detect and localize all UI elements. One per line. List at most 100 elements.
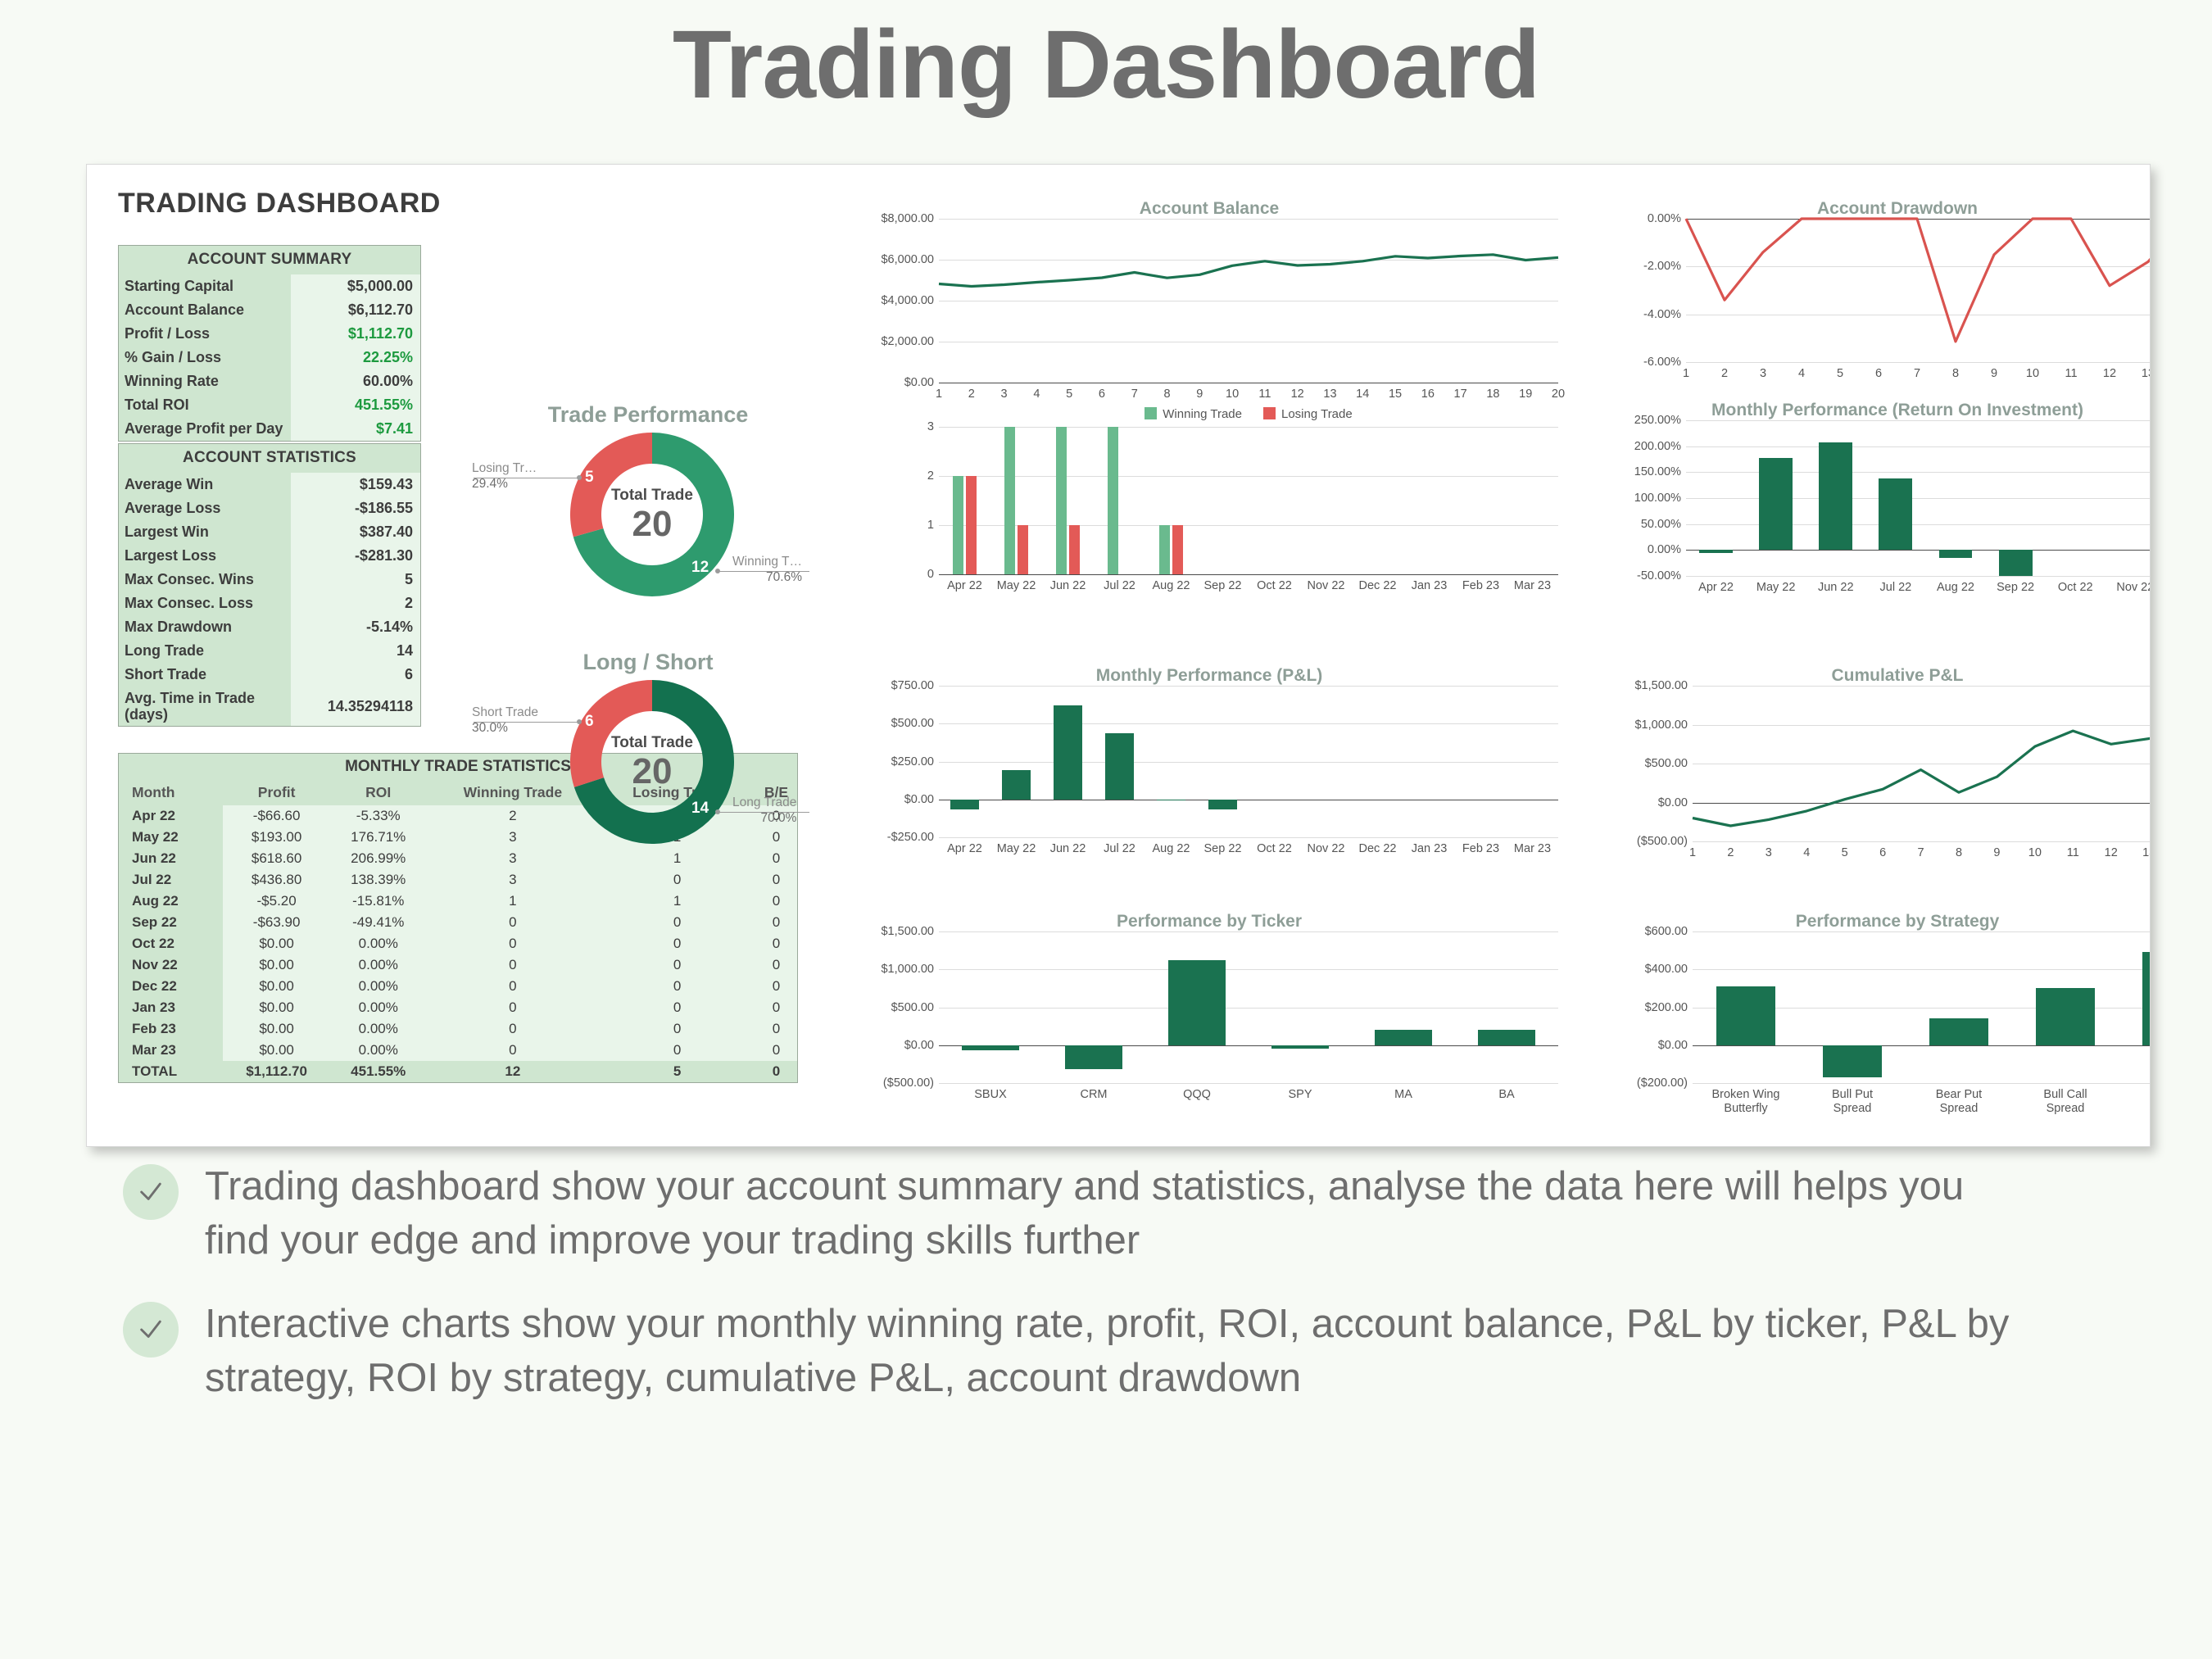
x-axis-tick: 2 [1727, 846, 1734, 859]
legend-item: Winning Trade [1145, 407, 1242, 421]
table-row: Oct 22 $0.00 0.00% 0 0 0 [119, 933, 797, 954]
y-axis-tick: $0.00 [904, 792, 934, 806]
table-cell: Dec 22 [119, 976, 224, 997]
x-axis-tick: 10 [1226, 388, 1240, 401]
x-axis-tick: 3 [1759, 367, 1767, 380]
table-cell: 0 [599, 933, 755, 954]
table-cell: 0 [599, 1040, 755, 1061]
gridline: ($200.00) [1637, 1077, 2150, 1090]
y-axis-tick: $1,500.00 [881, 925, 934, 938]
donut-slice-count: 14 [691, 800, 709, 817]
donut-slice-count: 12 [691, 559, 709, 576]
donut-center-label: Total Trade [611, 734, 693, 751]
table-row: Jan 23 $0.00 0.00% 0 0 0 [119, 997, 797, 1018]
chart-title: Performance by Strategy [1795, 912, 2000, 931]
x-axis-tick: 5 [1841, 846, 1848, 859]
y-axis-tick: 100.00% [1634, 492, 1681, 505]
y-axis-tick: 3 [927, 420, 934, 433]
x-axis-tick: 3 [1000, 388, 1008, 401]
account-statistics-value: 6 [290, 663, 420, 687]
donut-callout: Losing Tr… 29.4% [472, 461, 537, 492]
plot-area: $750.00 $500.00 $250.00 $0.00 -$250.00 Apr 22… [887, 679, 1558, 855]
gridline: -50.00% [1637, 569, 2150, 582]
table-row: Average Win $159.43 [119, 473, 420, 496]
win-loss-by-month-chart: 3 2 1 0 Apr 22 May 22 Jun 22 Jul 22 Aug 22 Sep 22… [849, 420, 1570, 592]
bar [2035, 988, 2096, 1045]
chart-title: Long / Short [582, 650, 714, 674]
x-axis-tick: SPY [1288, 1088, 1312, 1101]
donut-slice-count: 5 [585, 469, 594, 486]
account-summary-label: Starting Capital [119, 274, 291, 298]
y-axis-tick: $400.00 [1644, 963, 1688, 977]
y-axis-tick: $0.00 [1657, 1038, 1688, 1052]
x-axis-tick: 8 [1951, 367, 1960, 380]
table-row: Aug 22 -$5.20 -15.81% 1 1 0 [119, 891, 797, 912]
account-summary-value: 22.25% [290, 346, 420, 369]
gridline: 250.00% [1634, 414, 2150, 427]
table-cell: 0 [426, 997, 600, 1018]
callout-line [718, 812, 809, 813]
table-cell: Oct 22 [119, 933, 224, 954]
table-row: Mar 23 $0.00 0.00% 0 0 0 [119, 1040, 797, 1061]
y-axis-tick: $1,500.00 [1634, 679, 1688, 692]
check-icon [123, 1302, 179, 1358]
account-statistics-label: Average Loss [119, 496, 291, 520]
donut-center-label: Total Trade [611, 487, 693, 504]
y-axis-tick: ($500.00) [882, 1077, 934, 1090]
x-axis-tick: Oct 22 [2057, 581, 2093, 594]
gridline: $500.00 [891, 717, 1558, 730]
account-drawdown-chart: Account Drawdown 0.00% -2.00% -4.00% -6.00% 1… [1611, 199, 2150, 380]
table-cell: 0 [755, 997, 797, 1018]
table-cell: Apr 22 [119, 805, 224, 827]
monthly-table-caption: MONTHLY TRADE STATISTICS [119, 754, 797, 781]
plot-area: $1,500.00 $1,000.00 $500.00 $0.00 ($500.00) 1… [1634, 679, 2150, 859]
gridline: 0 [927, 568, 1558, 581]
trade-performance-donut: Trade Performance Total Trade 20 Losing Tr…… [472, 402, 824, 609]
table-cell: 0 [426, 1018, 600, 1040]
bar [1104, 732, 1135, 800]
gridline: $6,000.00 [881, 253, 1558, 266]
x-axis-tick: Jul 22 [1879, 581, 1912, 594]
table-cell: -5.33% [330, 805, 427, 827]
x-axis-tick: 6 [1874, 367, 1883, 380]
table-cell: 206.99% [330, 848, 427, 869]
bar [1822, 1045, 1883, 1078]
account-summary-value: 451.55% [290, 393, 420, 417]
account-summary-label: Winning Rate [119, 369, 291, 393]
bar [1053, 705, 1083, 800]
x-axis-tick: 11 [2065, 367, 2078, 380]
column-header: Month [119, 781, 224, 805]
y-axis-tick: 0.00% [1647, 212, 1681, 225]
table-cell: 0.00% [330, 1040, 427, 1061]
account-summary-caption: ACCOUNT SUMMARY [119, 246, 420, 274]
table-cell: 0.00% [330, 997, 427, 1018]
table-cell: 0 [426, 933, 600, 954]
table-row: Max Drawdown -5.14% [119, 615, 420, 639]
plot-area: 3 2 1 0 Apr 22 May 22 Jun 22 Jul 22 Aug 22 Sep 22… [927, 420, 1558, 592]
account-balance-chart: Account Balance $8,000.00 $6,000.00 $4,000.… [849, 199, 1570, 421]
y-axis-tick: $200.00 [1644, 1000, 1688, 1014]
donut-callout: Long Trade 70.0% [732, 796, 797, 826]
cumulative-pnl-chart: Cumulative P&L $1,500.00 $1,000.00 $500.00 $… [1611, 666, 2150, 859]
x-axis-tick: 9 [1990, 367, 1998, 380]
table-row: Largest Loss -$281.30 [119, 544, 420, 568]
x-axis-tick: Jun 22 [1817, 581, 1854, 594]
bar [2142, 952, 2150, 1045]
table-cell: 0 [755, 848, 797, 869]
x-axis-tick: 4 [1033, 388, 1040, 401]
gridline: -6.00% [1643, 356, 2150, 369]
x-axis-tick: Aug 22 [1152, 579, 1190, 592]
table-row: Dec 22 $0.00 0.00% 0 0 0 [119, 976, 797, 997]
x-axis-tick: 1 [935, 388, 943, 401]
account-statistics-value: -$186.55 [290, 496, 420, 520]
table-row: Jul 22 $436.80 138.39% 3 0 0 [119, 869, 797, 891]
gridline: -2.00% [1643, 260, 2150, 273]
account-statistics-label: Largest Loss [119, 544, 291, 568]
bullet-text: Interactive charts show your monthly win… [205, 1302, 2010, 1401]
table-cell: Jan 23 [119, 997, 224, 1018]
donut-callout: Winning T… 70.6% [732, 555, 802, 585]
table-cell: 0.00% [330, 1018, 427, 1040]
x-axis-tick: Mar 23 [1513, 579, 1552, 592]
gridline: ($500.00) [1637, 835, 2150, 848]
